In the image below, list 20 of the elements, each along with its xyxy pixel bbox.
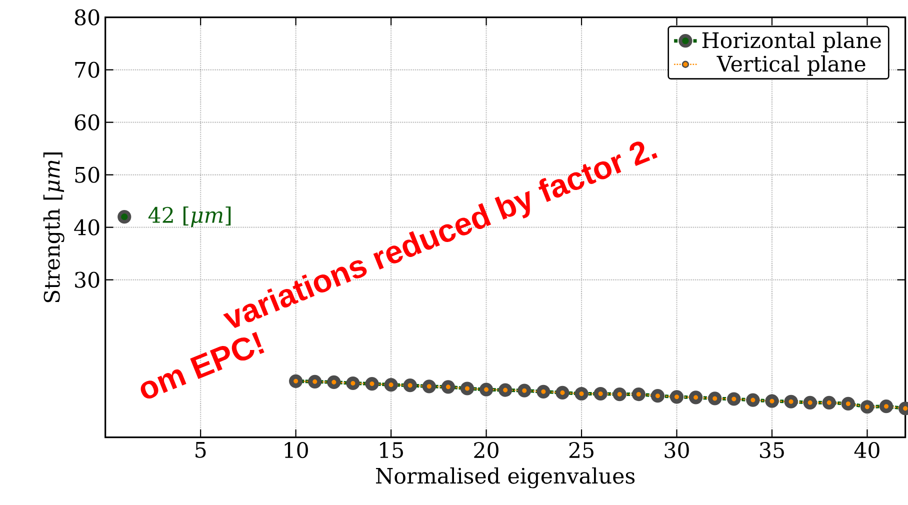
x-tick-label: 35 (760, 442, 784, 458)
y-tick-label: 60 (74, 114, 100, 130)
y-axis-title: Strength [μm] (43, 152, 64, 302)
y-tick-label: 50 (75, 166, 100, 183)
y-tick-label: 30 (75, 272, 100, 288)
annotation: 42 [μm] (148, 206, 231, 227)
x-tick-label: 5 (196, 442, 206, 458)
x-tick-label: 15 (380, 442, 403, 458)
annotation: om EPC! (140, 332, 264, 398)
y-tick-label: 70 (75, 62, 100, 78)
x-tick-label: 30 (664, 442, 689, 458)
y-tick-label: 80 (74, 9, 100, 26)
legend-label: Vertical plane (716, 55, 866, 76)
x-tick-label: 20 (474, 442, 498, 458)
x-tick-label: 10 (284, 442, 308, 458)
y-tick-label: 40 (74, 219, 100, 236)
x-tick-label: 25 (569, 442, 594, 458)
x-axis-title: Normalised eigenvalues (376, 467, 635, 488)
legend-label: Horizontal plane (702, 32, 881, 52)
x-tick-label: 40 (854, 442, 880, 458)
